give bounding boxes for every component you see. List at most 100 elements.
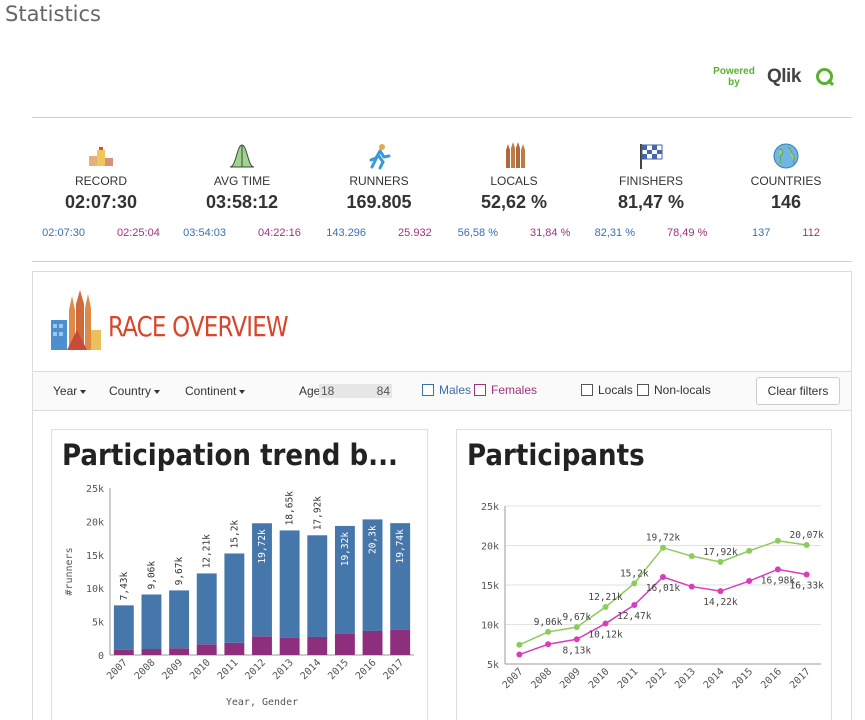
kpi-label: AVG TIME [213,174,271,188]
age-range-slider[interactable]: 18 84 [319,384,392,398]
x-tick-label: 2007 [501,666,526,691]
kpi-male-value: 02:07:30 [42,227,85,239]
x-tick-label: 2011 [216,657,241,682]
caret-down-icon [154,389,161,394]
bar-female [362,630,383,655]
data-point [631,580,638,587]
y-tick-label: 20k [86,517,104,528]
bar-female [390,629,411,655]
country-dropdown[interactable]: Country [109,384,161,398]
data-point [573,624,580,631]
data-point [573,636,580,643]
x-tick-label: 2016 [759,666,784,691]
caret-down-icon [239,389,246,394]
kpi-label: RUNNERS [349,174,409,188]
kpi-value: 03:58:12 [205,192,279,212]
point-value-label: 16,98k [761,575,796,586]
bar-male [390,523,411,630]
x-tick-label: 2009 [558,666,583,691]
locals-checkbox[interactable]: Locals [581,383,633,397]
bar-female [141,648,162,655]
x-tick-label: 2008 [529,666,554,691]
data-point [545,641,552,648]
data-point [774,566,781,573]
x-tick-label: 2014 [299,657,324,682]
bar-male [334,525,355,634]
y-tick-label: 25k [86,484,104,495]
sagrada-familia-logo-icon [47,290,103,352]
bar-male [224,553,245,643]
kpi-male-value: 143.296 [326,227,367,239]
race-overview-panel: RACE OVERVIEW Year Country Continent Age… [32,271,852,720]
nonlocals-label: Non-locals [654,383,711,397]
bar-female [334,633,355,655]
kpi-female-value: 78,49 % [667,227,708,239]
participation-trend-chart[interactable]: Participation trend b... 0 5k 10k 15k 20k 25k… [51,429,428,720]
x-tick-label: 2012 [243,657,268,682]
males-checkbox[interactable]: Males [422,383,471,397]
continent-dropdown-label: Continent [185,384,237,398]
checkered-flag-icon [637,142,665,170]
page-title: Statistics [5,2,101,26]
point-value-label: 15,2k [620,568,649,579]
y-axis-label: #runners [64,547,75,595]
x-tick-label: 2014 [702,666,727,691]
x-axis-label: Year, Gender [226,697,298,708]
chart-title: Participation trend b... [62,438,398,472]
globe-icon [772,142,800,170]
x-tick-label: 2010 [188,657,213,682]
bar-male [307,535,328,637]
y-tick-label: 10k [481,621,499,632]
bar-female [279,637,300,655]
data-point [746,578,753,585]
point-value-label: 19,72k [646,533,681,544]
bar-male [279,530,300,638]
data-point [631,601,638,608]
bar-value-label: 15,2k [229,520,240,549]
line-chart-svg: 5k 10k 15k 20k 25k 9,06k 9,67k 12,21k 15,2k 19,72… [481,502,824,691]
caret-down-icon [80,389,87,394]
bar-female [252,636,272,655]
bar-value-label: 19,72k [257,529,268,564]
continent-dropdown[interactable]: Continent [185,384,246,398]
powered-by-qlik-logo[interactable]: Powered by Qlik [712,66,842,92]
females-checkbox[interactable]: Females [474,383,537,397]
locals-label: Locals [598,383,633,397]
bar-male [196,573,217,645]
x-tick-label: 2013 [673,666,698,691]
y-tick-label: 5k [92,618,104,629]
age-max-value: 84 [376,384,390,398]
data-point [516,651,523,658]
clear-filters-button[interactable]: Clear filters [756,377,840,405]
kpi-countries: COUNTRIES 146 137 112 [716,142,856,239]
kpi-female-value: 04:22:16 [258,227,301,239]
runner-icon [365,142,393,170]
x-tick-label: 2010 [587,666,612,691]
point-value-label: 8,13k [563,645,592,656]
kpi-male-value: 82,31 % [594,227,635,239]
country-dropdown-label: Country [109,384,152,398]
participants-chart[interactable]: Participants 5k 10k 15k 20k 25k 9,06k 9,67k 12,… [456,429,832,720]
bar-value-label: 19,74k [395,529,406,564]
bar-value-label: 9,06k [146,561,157,590]
point-value-label: 17,92k [703,547,738,558]
kpi-value: 02:07:30 [64,192,138,212]
year-dropdown[interactable]: Year [53,384,87,398]
bar-male [141,594,162,649]
cathedral-icon [500,142,528,170]
point-value-label: 12,47k [617,611,652,622]
point-value-label: 9,06k [534,617,563,628]
kpi-label: FINISHERS [618,174,683,188]
kpi-label: LOCALS [490,174,538,188]
kpi-value: 52,62 % [480,192,548,212]
kpi-female-value: 112 [802,227,820,239]
bar-value-label: 18,65k [285,491,296,526]
bar-value-label: 17,92k [312,496,323,531]
point-value-label: 20,07k [789,530,824,541]
y-tick-label: 15k [86,551,104,562]
kpi-runners: RUNNERS 169.805 143.296 25.932 [309,142,449,239]
kpi-value: 81,47 % [617,192,685,212]
nonlocals-checkbox[interactable]: Non-locals [637,383,711,397]
data-point [602,620,609,627]
x-tick-label: 2015 [730,666,755,691]
